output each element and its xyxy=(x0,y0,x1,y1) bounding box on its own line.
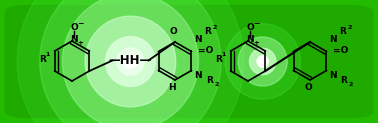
Ellipse shape xyxy=(17,0,244,123)
Text: R: R xyxy=(204,27,211,36)
Text: R: R xyxy=(340,76,347,85)
Text: =O: =O xyxy=(333,46,348,55)
Text: =O: =O xyxy=(198,46,213,55)
Ellipse shape xyxy=(117,48,144,75)
Ellipse shape xyxy=(124,55,137,68)
Text: 2: 2 xyxy=(212,25,217,30)
Text: R: R xyxy=(40,54,46,63)
Text: N: N xyxy=(194,35,201,44)
Text: 1: 1 xyxy=(45,53,49,57)
Text: +: + xyxy=(77,40,83,46)
Text: N: N xyxy=(328,35,336,44)
Ellipse shape xyxy=(40,0,221,123)
Text: 2: 2 xyxy=(348,82,353,87)
Text: N: N xyxy=(194,71,201,80)
Text: R: R xyxy=(206,76,213,85)
Ellipse shape xyxy=(257,56,268,67)
Text: −: − xyxy=(77,20,83,29)
Text: 2: 2 xyxy=(214,82,218,87)
Ellipse shape xyxy=(62,0,198,123)
Ellipse shape xyxy=(238,37,287,86)
Text: R: R xyxy=(215,54,222,63)
Ellipse shape xyxy=(85,16,176,107)
Text: O: O xyxy=(169,28,177,37)
Text: 1: 1 xyxy=(221,53,225,57)
Text: R: R xyxy=(339,27,346,36)
Text: O: O xyxy=(246,23,254,31)
Text: O: O xyxy=(304,84,312,92)
Ellipse shape xyxy=(225,24,301,99)
FancyBboxPatch shape xyxy=(5,5,373,118)
Text: −: − xyxy=(253,20,259,29)
Text: 2: 2 xyxy=(347,25,352,30)
Text: +: + xyxy=(253,40,259,46)
Text: —HH—: —HH— xyxy=(109,54,152,67)
Ellipse shape xyxy=(249,48,276,75)
Text: O: O xyxy=(70,23,78,31)
Text: N: N xyxy=(70,36,78,45)
Ellipse shape xyxy=(105,37,155,86)
Text: N: N xyxy=(246,36,254,45)
Text: H: H xyxy=(168,84,176,92)
Text: N: N xyxy=(328,71,336,80)
